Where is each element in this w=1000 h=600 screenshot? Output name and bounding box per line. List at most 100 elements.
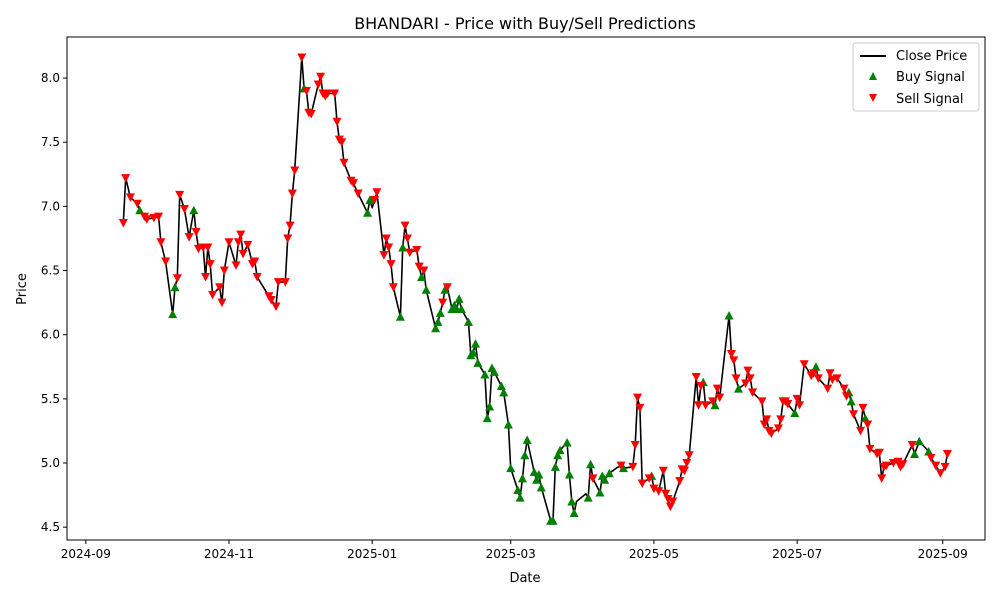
sell-signal-marker: [799, 360, 809, 369]
buy-signal-marker: [550, 462, 560, 471]
sell-signal-marker: [863, 420, 873, 430]
sell-signal-marker: [208, 290, 218, 300]
sell-signal-marker: [865, 444, 875, 454]
sell-signal-marker: [898, 460, 908, 469]
sell-signal-marker: [757, 397, 767, 406]
y-tick-label: 4.5: [41, 520, 60, 534]
sell-signal-marker: [940, 462, 950, 472]
buy-signal-marker: [189, 205, 199, 215]
sell-signal-marker: [402, 234, 412, 243]
buy-signal-marker: [532, 475, 542, 484]
buy-signal-marker: [170, 282, 180, 292]
sell-signal-marker: [731, 374, 741, 383]
sell-signal-marker: [175, 190, 185, 200]
sell-signal-marker: [301, 86, 311, 96]
sell-signal-marker: [231, 261, 241, 270]
sell-signal-marker: [283, 234, 293, 243]
sell-signal-marker: [654, 487, 664, 496]
sell-signal-marker: [809, 369, 819, 378]
sell-signal-marker: [381, 234, 391, 243]
sell-signal-marker: [856, 426, 866, 436]
sell-signal-marker: [297, 53, 307, 63]
y-tick-label: 7.5: [41, 135, 60, 149]
sell-signal-marker: [219, 266, 229, 276]
sell-signal-marker: [172, 274, 182, 283]
buy-signal-marker: [910, 449, 920, 459]
sell-signal-marker: [125, 193, 135, 202]
sell-signal-marker: [161, 257, 171, 267]
buy-signal-marker: [515, 493, 525, 502]
buy-signal-marker: [433, 317, 443, 326]
sell-signal-marker: [649, 484, 659, 494]
buy-signal-marker: [440, 285, 450, 294]
sell-signal-marker: [858, 403, 868, 413]
sell-signal-series: [118, 53, 952, 512]
sell-signal-marker: [795, 401, 805, 410]
x-tick-label: 2025-03: [486, 547, 536, 561]
buy-signal-marker: [398, 242, 408, 252]
y-tick-label: 7.0: [41, 199, 60, 213]
sell-signal-marker: [792, 394, 802, 404]
sell-signal-marker: [236, 230, 246, 240]
buy-signal-marker: [506, 463, 516, 473]
sell-signal-marker: [280, 278, 290, 287]
sell-signal-marker: [748, 388, 758, 397]
sell-signal-marker: [942, 450, 952, 459]
buy-signal-marker: [583, 493, 593, 502]
buy-signal-marker: [522, 435, 532, 444]
sell-signal-marker: [635, 403, 645, 413]
sell-signal-marker: [271, 302, 281, 311]
legend-buy-signal: Buy Signal: [896, 70, 965, 85]
sell-signal-marker: [316, 72, 326, 82]
sell-signal-marker: [849, 410, 859, 419]
sell-signal-marker: [306, 109, 316, 119]
buy-signal-marker: [860, 413, 870, 423]
sell-signal-marker: [783, 399, 793, 409]
sell-signal-marker: [156, 238, 166, 247]
buy-signal-marker: [710, 400, 720, 410]
sell-signal-marker: [661, 489, 671, 499]
sell-signal-marker: [287, 189, 297, 199]
sell-signal-marker: [682, 459, 692, 468]
sell-signal-marker: [224, 238, 234, 247]
sell-signal-marker: [776, 415, 786, 424]
buy-signal-marker: [790, 408, 800, 417]
buy-signal-marker: [567, 497, 577, 506]
sell-signal-marker: [250, 257, 260, 267]
sell-signal-marker: [384, 243, 394, 252]
buy-signal-marker: [473, 358, 483, 367]
sell-signal-marker: [745, 374, 755, 383]
buy-signal-marker: [168, 309, 178, 319]
buy-signal-marker: [513, 485, 523, 494]
buy-signal-marker: [468, 348, 478, 357]
buy-signal-marker: [363, 208, 373, 217]
sell-signal-marker: [201, 272, 211, 282]
sell-signal-marker: [419, 266, 429, 276]
plot-frame: [66, 36, 986, 541]
sell-signal-marker: [935, 469, 945, 478]
sell-signal-marker: [285, 221, 295, 231]
y-axis-title: Price: [15, 273, 30, 305]
sell-signal-marker: [233, 238, 243, 247]
sell-signal-marker: [238, 249, 248, 259]
x-axis: 2024-09 2024-11 2025-01 2025-03 2025-05 2025-…: [61, 540, 968, 561]
sell-signal-marker: [332, 117, 342, 127]
buy-signal-marker: [435, 308, 445, 317]
sell-signal-marker: [118, 219, 128, 228]
sell-signal-marker: [893, 457, 903, 467]
buy-signal-marker: [724, 310, 734, 320]
buy-signal-marker: [562, 437, 572, 447]
sell-signal-marker: [273, 278, 283, 287]
sell-signal-marker: [644, 474, 654, 483]
buy-signal-marker: [600, 475, 610, 484]
sell-signal-marker: [339, 158, 349, 168]
buy-signal-marker: [499, 387, 509, 397]
sell-signal-marker: [379, 251, 389, 260]
sell-signal-marker: [330, 89, 340, 98]
sell-signal-marker: [121, 174, 131, 183]
sell-signal-marker: [841, 392, 851, 401]
buy-signal-marker: [569, 508, 579, 518]
buy-signal-marker: [529, 467, 539, 476]
x-axis-title: Date: [509, 571, 540, 586]
sell-signal-marker: [386, 260, 396, 269]
